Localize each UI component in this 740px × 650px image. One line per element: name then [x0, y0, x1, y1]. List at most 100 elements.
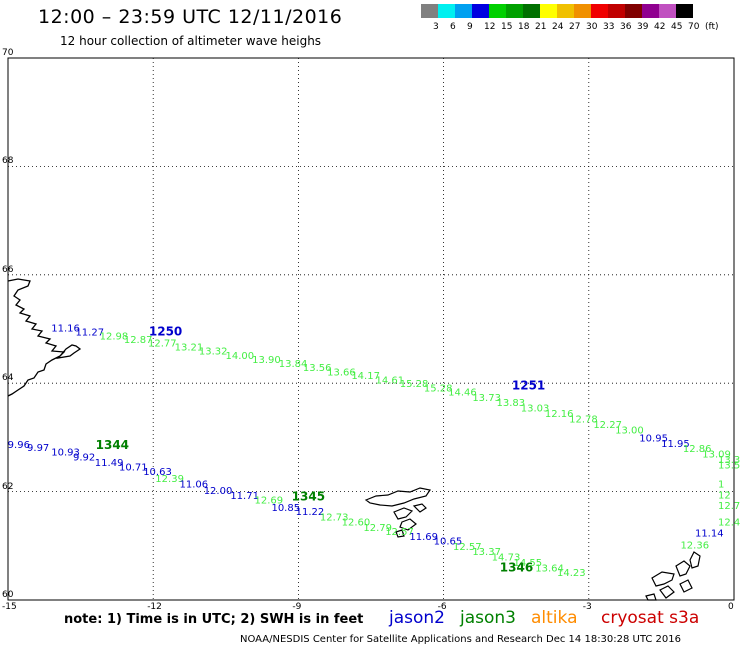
map-subtitle: 12 hour collection of altimeter wave hei…	[60, 34, 322, 48]
wave-height-value: 10.65	[434, 536, 463, 547]
faroe-islands	[364, 487, 431, 538]
wave-height-value: 10.85	[271, 503, 300, 514]
legend-labels: 3 6 9 12 15 18 21 24 27 30 33 36 39 42 45 70 (ft)	[421, 22, 740, 36]
wave-height-value: 12.79	[363, 523, 392, 534]
x-tick-label: -6	[437, 602, 447, 612]
legend-label: 30	[586, 22, 598, 32]
color-legend: 3 6 9 12 15 18 21 24 27 30 33 36 39 42 45 70 (ft)	[421, 4, 719, 32]
pass-number-label: 1345	[292, 489, 325, 503]
wave-height-value: 14.17	[351, 371, 380, 382]
y-tick-label: 62	[2, 481, 14, 492]
wave-height-value: 12.00	[204, 486, 233, 497]
wave-height-value: 11.69	[409, 532, 438, 543]
wave-height-value: 12.36	[680, 541, 709, 552]
legend-label: 42	[654, 22, 666, 32]
wave-height-value: 11.06	[180, 479, 209, 490]
legend-altika: altika	[531, 608, 578, 628]
legend-swatches	[421, 4, 693, 18]
x-tick-label: -15	[2, 602, 17, 612]
wave-height-value: 12.46	[718, 517, 740, 528]
legend-label: 18	[518, 22, 530, 32]
x-tick-label: -12	[147, 602, 162, 612]
iceland-coastline	[7, 278, 82, 397]
wave-height-value: 11.14	[695, 528, 724, 539]
wave-height-value: 10.63	[143, 467, 172, 478]
x-tick-label: -9	[292, 602, 302, 612]
wave-height-value: 12.78	[569, 414, 598, 425]
legend-label: (ft)	[705, 22, 719, 32]
wave-height-value: 13.90	[252, 355, 281, 366]
legend-label: 27	[569, 22, 581, 32]
x-tick-label: -3	[582, 602, 592, 612]
legend-swatch	[642, 4, 659, 18]
legend-label: 3	[433, 22, 439, 32]
wave-height-value: 12.73	[320, 513, 349, 524]
wave-height-value: 14.55	[513, 558, 542, 569]
wave-height-value: 13.66	[327, 367, 356, 378]
footnote: note: 1) Time is in UTC; 2) SWH is in fe…	[64, 612, 364, 627]
wave-height-value: 12.39	[155, 474, 184, 485]
wave-height-value: 13.00	[615, 425, 644, 436]
wave-height-value: 10.95	[639, 433, 668, 444]
legend-swatch	[540, 4, 557, 18]
credit-line: NOAA/NESDIS Center for Satellite Applica…	[240, 634, 682, 645]
legend-label: 21	[535, 22, 547, 32]
wave-height-value: 12.69	[255, 496, 284, 507]
legend-label: 15	[501, 22, 513, 32]
legend-label: 70	[688, 22, 700, 32]
wave-height-value: 12.16	[545, 409, 574, 420]
pass-number-label: 1344	[96, 438, 129, 452]
wave-height-value: 12.60	[342, 517, 371, 528]
wave-height-value: 11.27	[75, 328, 104, 339]
legend-swatch	[591, 4, 608, 18]
shetland-islands	[645, 551, 701, 601]
legend-swatch	[421, 4, 438, 18]
wave-height-value: 12.87	[124, 335, 153, 346]
wave-height-value: 13.32	[199, 347, 228, 358]
wave-height-value: 10.71	[119, 463, 148, 474]
wave-height-value: 12.98	[100, 332, 129, 343]
map-grid	[7, 57, 735, 601]
legend-swatch	[557, 4, 574, 18]
wave-height-value: 13.09	[702, 450, 731, 461]
wave-height-value: 13.56	[303, 363, 332, 374]
map-title: 12:00 – 23:59 UTC 12/11/2016	[38, 6, 343, 28]
legend-label: 45	[671, 22, 683, 32]
wave-height-value: 13.37	[472, 547, 501, 558]
wave-height-value: 9.92	[73, 452, 95, 463]
legend-swatch	[506, 4, 523, 18]
y-tick-label: 68	[2, 156, 14, 167]
legend-swatch	[574, 4, 591, 18]
legend-label: 6	[450, 22, 456, 32]
wave-height-value: 13.03	[521, 404, 550, 415]
legend-swatch	[625, 4, 642, 18]
wave-height-value: 12.86	[683, 444, 712, 455]
wave-height-value: 14.00	[225, 351, 254, 362]
wave-height-value: 14.46	[448, 387, 477, 398]
legend-swatch	[472, 4, 489, 18]
wave-height-value: 11.49	[95, 458, 124, 469]
legend-swatch	[455, 4, 472, 18]
satellite-tracks: 11.1611.2712.9812.8712.7713.2113.3214.00…	[8, 323, 740, 578]
wave-height-value: 14.23	[557, 568, 586, 579]
wave-height-value: 13.73	[472, 393, 501, 404]
legend-swatch	[523, 4, 540, 18]
legend-jason3: jason3	[460, 608, 516, 628]
y-tick-label: 60	[2, 590, 14, 600]
wave-height-value: 13.64	[535, 563, 564, 574]
wave-height-value: 11.16	[51, 323, 80, 334]
legend-label: 24	[552, 22, 564, 32]
wave-height-value: 12.27	[593, 420, 622, 431]
wave-height-value: 13.21	[175, 342, 204, 353]
pass-number-label: 1251	[512, 378, 545, 392]
wave-height-value: 13.56	[718, 461, 740, 472]
legend-label: 12	[484, 22, 496, 32]
legend-label: 39	[637, 22, 649, 32]
x-tick-label: 0	[728, 602, 734, 612]
pass-number-label: 1346	[500, 560, 533, 574]
map-frame	[7, 57, 735, 601]
legend-swatch	[659, 4, 676, 18]
y-tick-label: 66	[2, 264, 14, 275]
legend-label: 33	[603, 22, 615, 32]
